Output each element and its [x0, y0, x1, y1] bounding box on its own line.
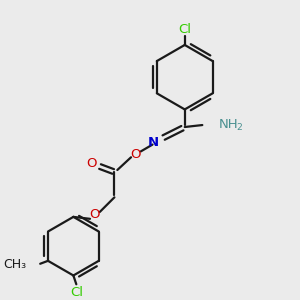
Text: CH₃: CH₃	[3, 258, 26, 271]
Text: N: N	[148, 136, 159, 149]
Text: O: O	[87, 157, 97, 169]
Text: O: O	[90, 208, 100, 221]
Text: Cl: Cl	[178, 23, 191, 36]
Text: NH: NH	[219, 118, 239, 130]
Text: Cl: Cl	[70, 286, 83, 298]
Text: 2: 2	[236, 124, 242, 133]
Text: O: O	[130, 148, 141, 161]
